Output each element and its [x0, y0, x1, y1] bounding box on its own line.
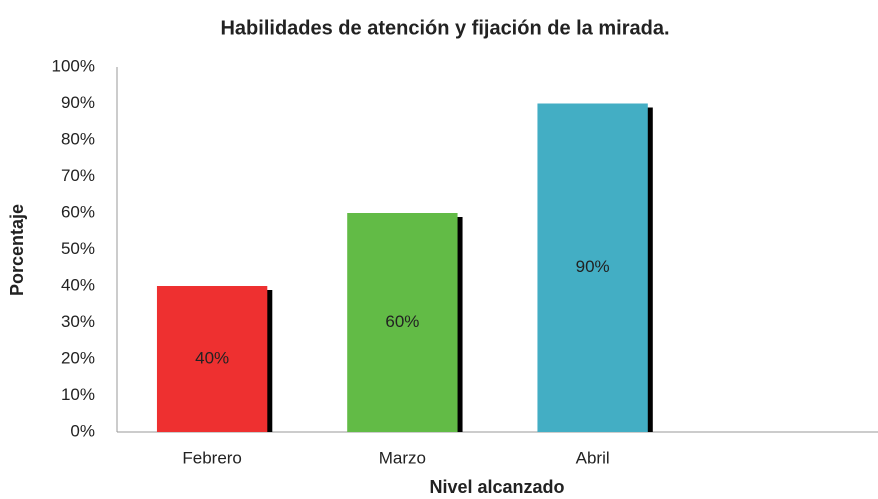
x-tick-label: Abril: [576, 448, 610, 467]
data-label: 90%: [576, 257, 610, 276]
y-tick-label: 40%: [61, 275, 95, 294]
y-tick-label: 10%: [61, 385, 95, 404]
bar: [156, 286, 268, 432]
x-tick-label: Marzo: [379, 448, 426, 467]
y-tick-label: 60%: [61, 202, 95, 221]
y-tick-label: 80%: [61, 129, 95, 148]
y-tick-label: 70%: [61, 166, 95, 185]
y-axis-label: Porcentaje: [7, 204, 27, 296]
y-tick-label: 0%: [70, 421, 95, 440]
bar: [347, 213, 458, 432]
y-tick-label: 50%: [61, 239, 95, 258]
y-tick-label: 100%: [52, 56, 95, 75]
data-label: 40%: [195, 348, 229, 367]
y-tick-label: 20%: [61, 348, 95, 367]
bar: [537, 103, 648, 432]
y-tick-label: 30%: [61, 312, 95, 331]
y-tick-label: 90%: [61, 93, 95, 112]
x-tick-label: Febrero: [182, 448, 242, 467]
chart-title: Habilidades de atención y fijación de la…: [220, 17, 669, 39]
x-axis-label: Nivel alcanzado: [429, 477, 564, 497]
data-label: 60%: [385, 312, 419, 331]
